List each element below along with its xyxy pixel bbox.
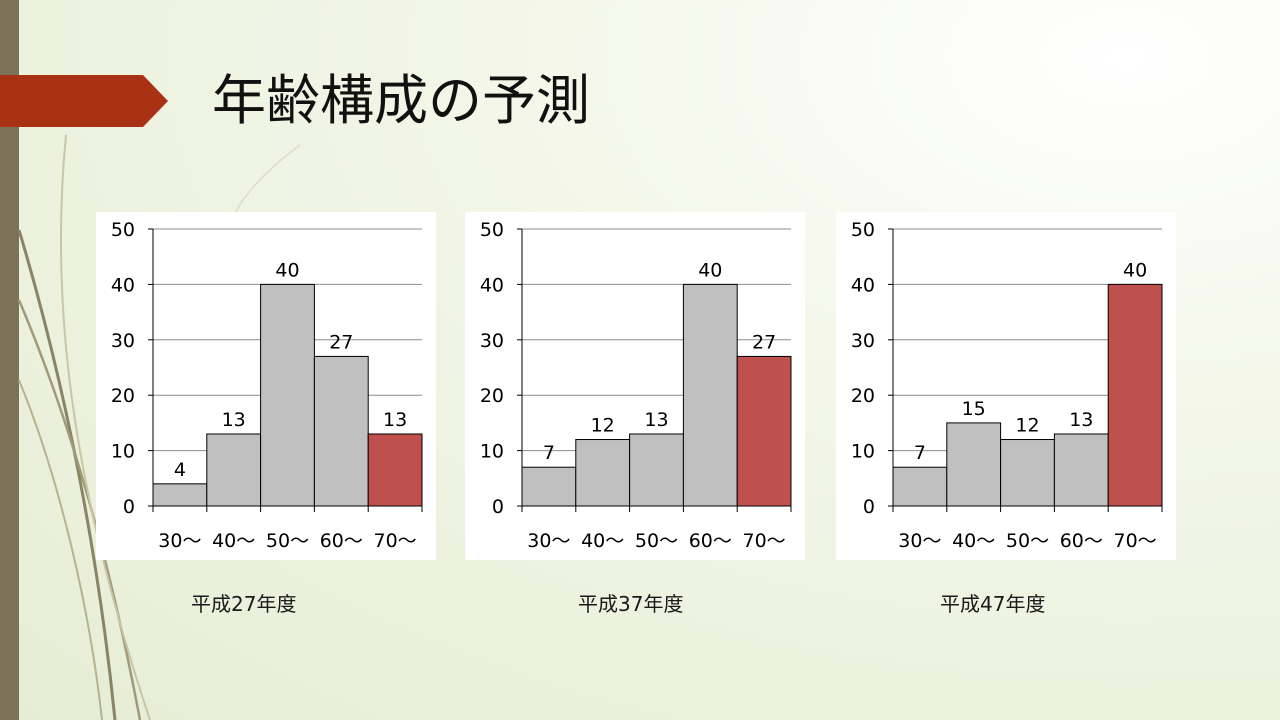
chart-panel-h47: 0 10 20 30 40 50 7 15 12 13 40 30～ 40～ 50～ 60～ 70～ xyxy=(836,212,1176,560)
chart-caption-h27: 平成27年度 xyxy=(191,592,297,616)
y-tick-label: 20 xyxy=(111,385,135,407)
x-tick-label: 70～ xyxy=(743,530,786,552)
y-tick-label: 30 xyxy=(480,330,504,352)
y-tick-label: 30 xyxy=(851,330,875,352)
bar xyxy=(892,466,948,507)
left-accent-bar xyxy=(0,0,19,720)
bar xyxy=(1000,439,1055,507)
bar xyxy=(206,433,262,507)
bar-chart-h37: 0 10 20 30 40 50 7 12 13 40 27 30～ 40～ 50～ 60～ 70～ xyxy=(480,219,792,552)
x-tick-label: 60～ xyxy=(689,530,732,552)
y-tick-label: 50 xyxy=(111,219,135,241)
bar xyxy=(260,283,315,507)
chart-panel-h37: 0 10 20 30 40 50 7 12 13 40 27 30～ 40～ 50～ 60～ 70～ xyxy=(465,212,805,560)
data-label: 40 xyxy=(275,259,299,281)
data-label: 40 xyxy=(1123,259,1147,281)
y-tick-label: 40 xyxy=(851,274,875,296)
data-label: 7 xyxy=(914,442,926,464)
chart-caption-h37: 平成37年度 xyxy=(578,592,684,616)
x-tick-label: 30～ xyxy=(898,530,941,552)
data-label: 12 xyxy=(1015,415,1039,437)
bar xyxy=(152,483,208,507)
x-tick-label: 60～ xyxy=(1060,530,1103,552)
bar-chart-h27: 0 10 20 30 40 50 4 13 40 27 13 30～ 40～ 50～ 60～ 70～ xyxy=(111,219,423,552)
bar xyxy=(313,355,369,507)
y-tick-label: 20 xyxy=(851,385,875,407)
data-label: 4 xyxy=(174,459,186,481)
x-tick-label: 50～ xyxy=(635,530,678,552)
y-tick-label: 10 xyxy=(851,441,875,463)
y-tick-label: 0 xyxy=(123,496,135,518)
y-tick-label: 0 xyxy=(492,496,504,518)
x-tick-label: 30～ xyxy=(158,530,201,552)
bar xyxy=(629,433,684,507)
y-tick-label: 40 xyxy=(480,274,504,296)
y-tick-label: 0 xyxy=(863,496,875,518)
data-label: 7 xyxy=(543,442,555,464)
bar xyxy=(946,422,1002,507)
x-tick-label: 60～ xyxy=(320,530,363,552)
bar xyxy=(367,433,423,507)
y-tick-label: 20 xyxy=(480,385,504,407)
data-label: 13 xyxy=(1069,409,1093,431)
chart-caption-h47: 平成47年度 xyxy=(940,592,1046,616)
bar xyxy=(1053,433,1109,507)
data-label: 13 xyxy=(383,409,407,431)
data-label: 13 xyxy=(644,409,668,431)
bar xyxy=(736,355,792,507)
y-tick-label: 30 xyxy=(111,330,135,352)
y-tick-label: 50 xyxy=(851,219,875,241)
bar xyxy=(575,439,631,507)
slide-title: 年齢構成の予測 xyxy=(212,69,590,132)
chart-panel-h27: 0 10 20 30 40 50 4 13 40 27 13 30～ 40～ 50～ 60～ 70～ xyxy=(96,212,436,560)
y-tick-label: 10 xyxy=(111,441,135,463)
x-tick-label: 50～ xyxy=(1006,530,1049,552)
x-tick-label: 40～ xyxy=(212,530,255,552)
x-tick-label: 30～ xyxy=(527,530,570,552)
y-tick-label: 40 xyxy=(111,274,135,296)
data-label: 13 xyxy=(222,409,246,431)
data-label: 27 xyxy=(752,331,776,353)
x-tick-label: 70～ xyxy=(374,530,417,552)
x-tick-label: 70～ xyxy=(1114,530,1157,552)
x-tick-label: 40～ xyxy=(952,530,995,552)
data-label: 15 xyxy=(962,398,986,420)
decorative-curves xyxy=(17,134,301,720)
y-tick-label: 10 xyxy=(480,441,504,463)
bar xyxy=(682,283,738,507)
title-arrow-shape xyxy=(0,75,168,127)
bar xyxy=(521,466,577,507)
data-label: 12 xyxy=(591,415,615,437)
x-tick-label: 40～ xyxy=(581,530,624,552)
bar xyxy=(1107,283,1163,507)
bar-chart-h47: 0 10 20 30 40 50 7 15 12 13 40 30～ 40～ 50～ 60～ 70～ xyxy=(851,219,1163,552)
data-label: 27 xyxy=(329,331,353,353)
y-tick-label: 50 xyxy=(480,219,504,241)
data-label: 40 xyxy=(698,259,722,281)
x-tick-label: 50～ xyxy=(266,530,309,552)
